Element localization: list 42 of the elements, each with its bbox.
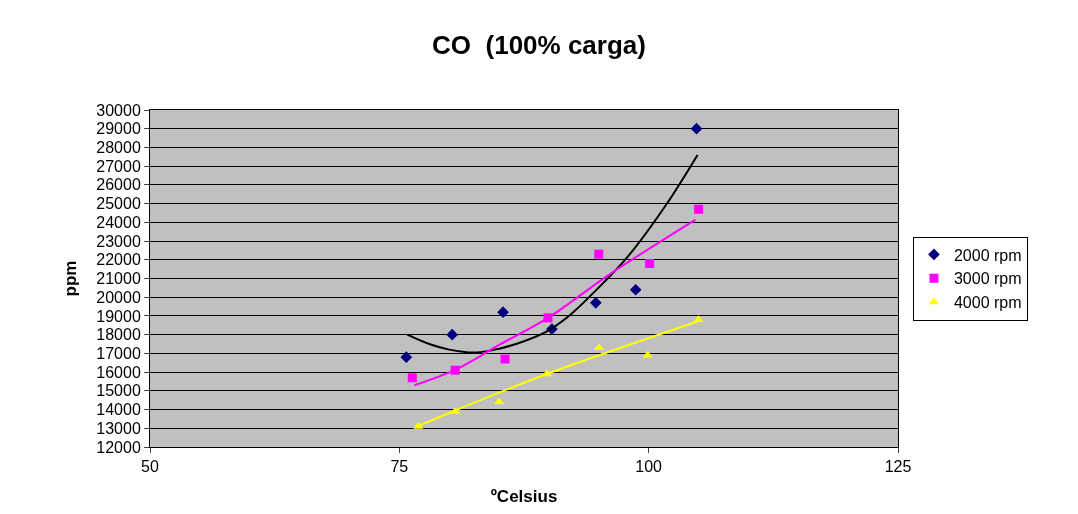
- y-tick-label: 30000: [96, 101, 141, 119]
- chart-title: CO (100% carga): [432, 30, 646, 61]
- y-tick-label: 13000: [96, 419, 141, 437]
- y-tick-label: 12000: [96, 438, 141, 456]
- point: [400, 351, 413, 363]
- x-axis-title: ºCelsius: [490, 486, 558, 506]
- y-tick-label: 20000: [96, 288, 141, 306]
- y-tick-label: 19000: [96, 307, 141, 325]
- point: [690, 122, 703, 135]
- y-tick-label: 23000: [96, 232, 141, 250]
- y-tick-label: 26000: [96, 176, 141, 194]
- y-axis-title: ppm: [60, 260, 80, 297]
- x-tick-label: 100: [635, 458, 663, 476]
- point: [645, 259, 655, 269]
- y-tick-label: 14000: [96, 401, 141, 419]
- point: [500, 354, 510, 364]
- legend-label: 2000 rpm: [953, 246, 1022, 264]
- y-tick-label: 18000: [96, 326, 141, 344]
- y-tick-label: 16000: [96, 363, 141, 381]
- point: [589, 296, 602, 309]
- point: [446, 328, 459, 341]
- x-tick-label: 75: [390, 458, 409, 476]
- y-tick-label: 15000: [96, 382, 141, 400]
- y-tick-label: 22000: [96, 251, 141, 269]
- x-tick-label: 50: [141, 458, 159, 476]
- point: [694, 204, 704, 214]
- point: [593, 343, 604, 351]
- y-tick-label: 17000: [96, 344, 141, 362]
- y-tick-label: 25000: [96, 195, 141, 213]
- y-tick-label: 24000: [96, 213, 141, 231]
- point: [407, 373, 417, 383]
- point: [629, 283, 642, 296]
- legend-label: 4000 rpm: [953, 294, 1022, 312]
- y-tick-label: 21000: [96, 270, 141, 288]
- y-tick-label: 27000: [96, 157, 141, 175]
- y-tick-label: 28000: [96, 139, 141, 157]
- x-tick-label: 125: [884, 458, 912, 476]
- point: [594, 249, 604, 259]
- legend-label: 3000 rpm: [953, 270, 1022, 288]
- y-tick-label: 29000: [96, 120, 141, 138]
- point: [497, 306, 509, 319]
- point: [642, 350, 653, 358]
